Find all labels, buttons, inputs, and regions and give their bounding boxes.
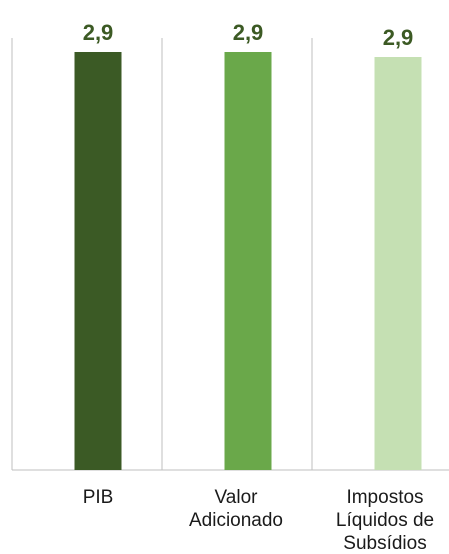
bars-group: [74, 52, 422, 470]
category-labels-group: PIB Valor Adicionado Impostos Líquidos de Sub…: [83, 487, 434, 554]
category-label-line: Líquidos de: [336, 510, 434, 531]
value-label-2: 2,9: [233, 20, 264, 45]
category-label-line: Subsídios: [343, 533, 426, 554]
bar-3: [374, 57, 422, 470]
category-label-line: Impostos: [346, 487, 423, 508]
value-label-3: 2,9: [383, 25, 414, 50]
bar-1: [74, 52, 122, 470]
bar-2: [224, 52, 272, 470]
category-label-line: Valor: [215, 487, 259, 508]
value-label-1: 2,9: [83, 20, 114, 45]
category-label-2: Valor Adicionado: [189, 487, 283, 531]
category-label-3: Impostos Líquidos de Subsídios: [336, 487, 434, 554]
category-label-1: PIB: [83, 487, 114, 508]
category-label-line: PIB: [83, 487, 114, 508]
value-labels-group: 2,9 2,9 2,9: [83, 20, 414, 50]
category-label-line: Adicionado: [189, 510, 283, 531]
